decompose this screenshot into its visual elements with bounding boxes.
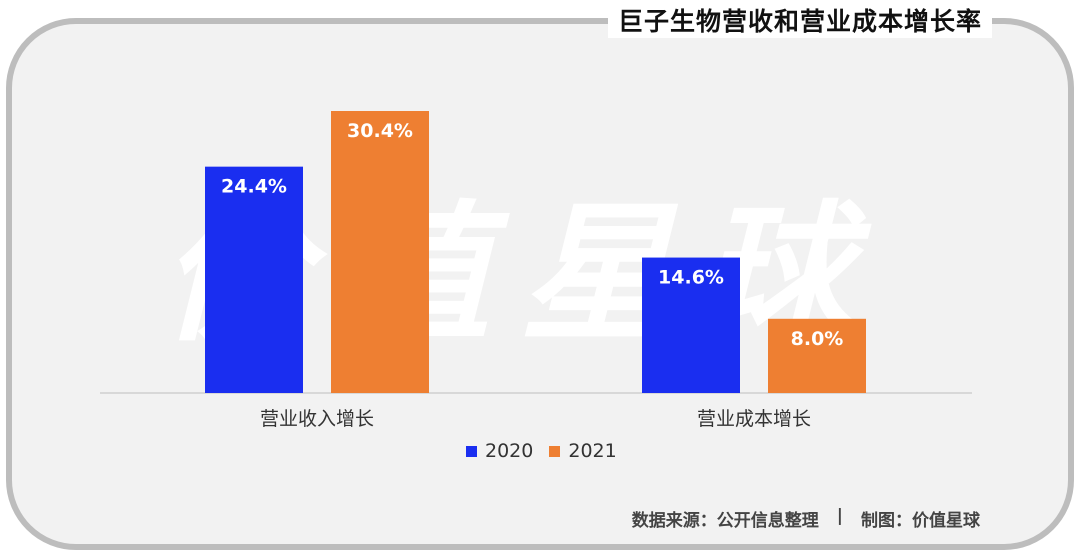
bar-2021-1 [331, 111, 429, 393]
footer: 数据来源：公开信息整理 | 制图：价值星球 [632, 506, 980, 531]
bar-2021-2 [768, 318, 866, 393]
bar-2020-1 [205, 166, 303, 393]
legend-label-2020: 2020 [485, 440, 534, 462]
legend-swatch-2021 [549, 445, 561, 457]
data-label-2020-1: 24.4% [221, 176, 287, 198]
legend-item-2021: 2021 [549, 440, 617, 462]
bar-2020-2 [642, 257, 740, 393]
credit-note: 制图：价值星球 [861, 511, 980, 531]
legend: 2020 2021 [466, 440, 623, 462]
data-label-2021-2: 8.0% [791, 328, 844, 350]
title-box: 巨子生物营收和营业成本增长率 [607, 2, 992, 38]
source-note: 数据来源：公开信息整理 [631, 511, 819, 531]
x-tick-label-1: 营业收入增长 [260, 408, 374, 430]
x-tick-label-2: 营业成本增长 [697, 408, 811, 430]
footer-separator: | [836, 506, 843, 526]
data-label-2021-1: 30.4% [347, 120, 413, 142]
legend-label-2021: 2021 [568, 440, 617, 462]
legend-item-2020: 2020 [466, 440, 533, 462]
chart-frame [6, 18, 1074, 550]
chart-title: 巨子生物营收和营业成本增长率 [617, 7, 982, 36]
legend-swatch-2020 [466, 445, 477, 457]
data-label-2020-2: 14.6% [658, 267, 724, 289]
